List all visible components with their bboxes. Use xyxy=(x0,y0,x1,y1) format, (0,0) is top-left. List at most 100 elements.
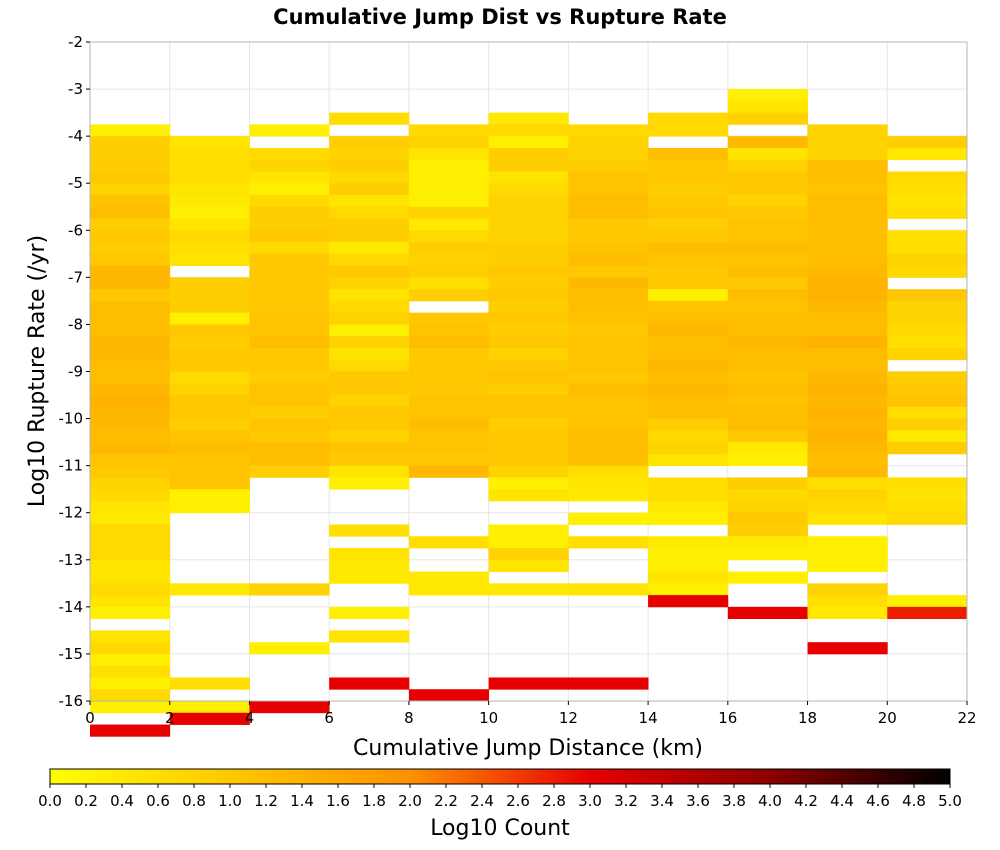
heatmap-cell xyxy=(488,253,569,266)
heatmap-cell xyxy=(887,324,968,337)
heatmap-cell xyxy=(887,194,968,208)
heatmap-cell xyxy=(807,548,888,561)
heatmap-cell xyxy=(408,206,490,219)
heatmap-cell xyxy=(90,230,171,243)
heatmap-cell xyxy=(329,147,410,161)
heatmap-cell xyxy=(648,336,729,349)
heatmap-cell xyxy=(727,265,808,278)
heatmap-cell xyxy=(169,406,250,419)
heatmap-cell xyxy=(488,418,569,431)
heatmap-cell xyxy=(169,453,250,467)
heatmap-cell xyxy=(807,147,888,161)
heatmap-cell xyxy=(727,100,808,114)
heatmap-cell xyxy=(329,359,410,372)
heatmap-cell xyxy=(887,347,968,361)
heatmap-cell xyxy=(90,183,171,196)
heatmap-cell xyxy=(648,194,729,208)
heatmap-cell xyxy=(727,430,808,443)
heatmap-cell xyxy=(727,453,808,467)
heatmap-cell xyxy=(568,277,649,290)
heatmap-cell xyxy=(887,477,968,490)
x-tick-label: 18 xyxy=(798,709,817,727)
heatmap-cell xyxy=(568,536,649,549)
heatmap-cell xyxy=(90,571,171,584)
heatmap-cell xyxy=(90,430,171,443)
heatmap-cell xyxy=(90,583,171,596)
y-tick-label: -12 xyxy=(59,504,84,522)
heatmap-cell xyxy=(329,371,410,384)
heatmap-cell xyxy=(648,559,729,572)
heatmap-cell xyxy=(329,253,410,266)
heatmap-cell xyxy=(727,371,808,384)
heatmap-cell xyxy=(807,583,888,596)
heatmap-cell xyxy=(90,324,171,337)
heatmap-cell xyxy=(408,194,490,208)
heatmap-cell xyxy=(329,194,410,208)
heatmap-cell xyxy=(249,324,330,337)
heatmap-cell xyxy=(329,277,410,290)
heatmap-cell xyxy=(249,147,330,161)
heatmap-cell xyxy=(488,677,569,690)
heatmap-cell xyxy=(887,430,968,443)
colorbar-tick-label: 3.2 xyxy=(614,792,638,810)
y-tick-label: -7 xyxy=(68,268,83,286)
heatmap-cell xyxy=(329,453,410,467)
y-tick-label: -13 xyxy=(59,551,84,569)
heatmap-cell xyxy=(408,465,490,478)
heatmap-cell xyxy=(90,500,171,514)
heatmap-cell xyxy=(807,383,888,396)
heatmap-cell xyxy=(807,559,888,572)
heatmap-cell xyxy=(807,359,888,372)
heatmap-cell xyxy=(169,324,250,337)
heatmap-cell xyxy=(408,289,490,302)
y-axis-title: Log10 Rupture Rate (/yr) xyxy=(25,235,50,507)
heatmap-cell xyxy=(648,536,729,549)
heatmap-cell xyxy=(249,465,330,478)
heatmap-cell xyxy=(887,606,968,620)
colorbar-tick-label: 1.0 xyxy=(218,792,242,810)
y-tick-label: -15 xyxy=(59,645,84,663)
heatmap-cell xyxy=(169,277,250,290)
heatmap-cell xyxy=(90,359,171,372)
heatmap-cell xyxy=(568,242,649,255)
heatmap-cell xyxy=(807,324,888,337)
heatmap-cell xyxy=(648,300,729,314)
heatmap-cell xyxy=(648,548,729,561)
heatmap-cell xyxy=(329,677,410,690)
colorbar-tick-label: 4.4 xyxy=(830,792,854,810)
heatmap-cell xyxy=(408,359,490,372)
heatmap-cell xyxy=(90,442,171,455)
heatmap-cell xyxy=(169,442,250,455)
x-axis-ticks: 0 2 4 6 8 10 12 14 16 18 20 22 xyxy=(85,701,977,727)
heatmap-cell xyxy=(568,406,649,419)
heatmap-cell xyxy=(807,194,888,208)
heatmap-cell xyxy=(90,689,171,702)
heatmap-cell xyxy=(90,406,171,419)
heatmap-cell xyxy=(807,136,888,149)
heatmap-cell xyxy=(727,524,808,537)
heatmap-cell xyxy=(408,147,490,161)
x-tick-label: 20 xyxy=(878,709,897,727)
heatmap-cell xyxy=(488,583,569,596)
heatmap-cell xyxy=(408,371,490,384)
heatmap-cell xyxy=(727,606,808,620)
heatmap-cell xyxy=(329,183,410,196)
heatmap-cell xyxy=(648,183,729,196)
x-tick-label: 22 xyxy=(957,709,976,727)
heatmap-cell xyxy=(887,206,968,219)
heatmap-cell xyxy=(408,312,490,325)
heatmap-cell xyxy=(90,347,171,361)
heatmap-cell xyxy=(249,418,330,431)
heatmap-cell xyxy=(727,406,808,419)
heatmap-cell xyxy=(249,242,330,255)
colorbar-tick-label: 0.8 xyxy=(182,792,206,810)
heatmap-cell xyxy=(887,312,968,325)
heatmap-cell xyxy=(329,159,410,172)
heatmap-cell xyxy=(488,548,569,561)
colorbar-tick-label: 3.4 xyxy=(650,792,674,810)
x-tick-label: 4 xyxy=(245,709,255,727)
heatmap-cell xyxy=(807,512,888,525)
heatmap-cell xyxy=(488,218,569,231)
heatmap-cell xyxy=(727,289,808,302)
heatmap-cell xyxy=(488,242,569,255)
